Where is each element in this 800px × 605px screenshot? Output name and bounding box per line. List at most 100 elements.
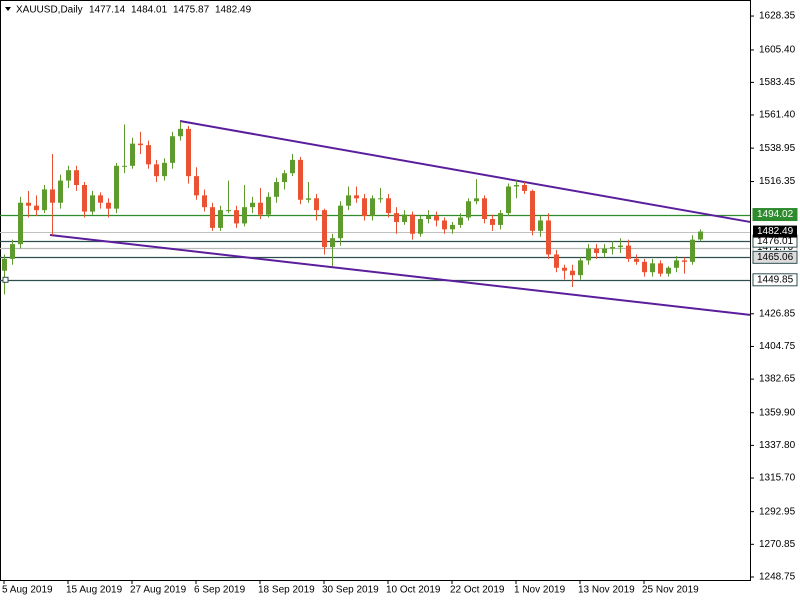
candle-body bbox=[394, 213, 399, 222]
candle-body bbox=[122, 165, 127, 167]
candle-body bbox=[322, 210, 327, 248]
candle-body bbox=[154, 164, 159, 177]
candle-body bbox=[330, 238, 335, 248]
plot-frame bbox=[0, 0, 751, 581]
y-tick-label: 1382.65 bbox=[759, 374, 796, 385]
candle-body bbox=[474, 198, 479, 202]
y-tick-label: 1426.85 bbox=[759, 308, 796, 319]
y-tick-label: 1561.40 bbox=[759, 110, 796, 121]
y-tick-label: 1583.45 bbox=[759, 77, 796, 88]
candle-body bbox=[610, 247, 615, 249]
candle-body bbox=[338, 205, 343, 239]
candle-body bbox=[642, 261, 647, 273]
level-label: 1465.06 bbox=[757, 252, 794, 263]
candle-body bbox=[50, 189, 55, 203]
last-price-label: 1482.49 bbox=[757, 226, 794, 237]
candle-body bbox=[298, 159, 303, 200]
level-label: 1494.02 bbox=[757, 209, 794, 220]
y-tick-label: 1270.85 bbox=[759, 539, 796, 550]
candle-body bbox=[138, 143, 143, 146]
candle-body bbox=[514, 185, 519, 187]
candle-body bbox=[442, 220, 447, 230]
candle-body bbox=[618, 245, 623, 248]
y-tick-label: 1516.35 bbox=[759, 176, 796, 187]
level-label: 1476.01 bbox=[757, 236, 794, 247]
candle-body bbox=[250, 202, 255, 208]
candle-body bbox=[666, 267, 671, 274]
candle-body bbox=[258, 202, 263, 215]
candle-body bbox=[186, 128, 191, 177]
candle-body bbox=[274, 182, 279, 197]
candle-body bbox=[530, 190, 535, 231]
candle-body bbox=[546, 220, 551, 255]
candle-body bbox=[26, 202, 31, 206]
level-label-box bbox=[752, 208, 798, 222]
candle-body bbox=[490, 218, 495, 225]
candle-body bbox=[554, 254, 559, 268]
candle-body bbox=[10, 244, 15, 259]
candle-body bbox=[90, 195, 95, 212]
candle-body bbox=[370, 198, 375, 217]
x-tick-label: 1 Nov 2019 bbox=[514, 585, 566, 596]
candle-body bbox=[266, 196, 271, 215]
candle-body bbox=[162, 162, 167, 177]
x-tick-label: 27 Aug 2019 bbox=[130, 585, 187, 596]
candle-body bbox=[346, 195, 351, 206]
candle-body bbox=[402, 214, 407, 222]
candle-body bbox=[522, 185, 527, 191]
y-tick-label: 1248.75 bbox=[759, 572, 796, 583]
candle-body bbox=[18, 202, 23, 245]
menu-arrow[interactable] bbox=[5, 7, 11, 11]
candle-body bbox=[410, 214, 415, 234]
ohlc-open: 1477.14 bbox=[89, 5, 126, 16]
level-marker bbox=[2, 276, 9, 283]
candle-body bbox=[586, 248, 591, 261]
candle-body bbox=[458, 217, 463, 225]
candle-body bbox=[202, 195, 207, 208]
x-tick-label: 22 Oct 2019 bbox=[450, 585, 505, 596]
candle-body bbox=[290, 159, 295, 174]
x-tick-label: 10 Oct 2019 bbox=[386, 585, 441, 596]
candle-body bbox=[82, 185, 87, 212]
ohlc-low: 1475.87 bbox=[173, 5, 210, 16]
candle-body bbox=[58, 180, 63, 203]
level-label: 1471.70 bbox=[757, 242, 794, 253]
candle-body bbox=[114, 165, 119, 209]
candle-body bbox=[698, 231, 703, 240]
candle-body bbox=[98, 195, 103, 203]
candle-body bbox=[194, 176, 199, 196]
candle-body bbox=[34, 205, 39, 211]
ohlc-close: 1482.49 bbox=[215, 5, 252, 16]
candle-body bbox=[42, 189, 47, 211]
candle-body bbox=[466, 201, 471, 218]
y-tick-label: 1605.40 bbox=[759, 45, 796, 56]
candle-body bbox=[242, 207, 247, 224]
level-label-box bbox=[752, 250, 798, 264]
x-tick-label: 18 Sep 2019 bbox=[258, 585, 315, 596]
candle-body bbox=[218, 210, 223, 228]
candle-body bbox=[482, 198, 487, 219]
candle-body bbox=[314, 198, 319, 211]
candle-body bbox=[674, 260, 679, 268]
candle-body bbox=[498, 213, 503, 225]
candle-body bbox=[106, 202, 111, 209]
last-price-box bbox=[753, 225, 797, 238]
y-tick-label: 1359.90 bbox=[759, 407, 796, 418]
candle-body bbox=[594, 248, 599, 253]
candle-body bbox=[66, 170, 71, 181]
candle-body bbox=[378, 198, 383, 200]
y-tick-label: 1315.70 bbox=[759, 473, 796, 484]
trend-line bbox=[49, 233, 751, 316]
candle-body bbox=[682, 260, 687, 262]
candle-body bbox=[282, 173, 287, 183]
x-tick-label: 15 Aug 2019 bbox=[66, 585, 123, 596]
level-label-box bbox=[752, 273, 798, 287]
x-tick-label: 6 Sep 2019 bbox=[194, 585, 246, 596]
level-label: 1449.85 bbox=[757, 274, 794, 285]
candle-body bbox=[178, 128, 183, 137]
ohlc-high: 1484.01 bbox=[131, 5, 168, 16]
candle-body bbox=[650, 263, 655, 273]
candle-body bbox=[386, 198, 391, 214]
candle-body bbox=[210, 207, 215, 228]
candle-body bbox=[146, 145, 151, 165]
